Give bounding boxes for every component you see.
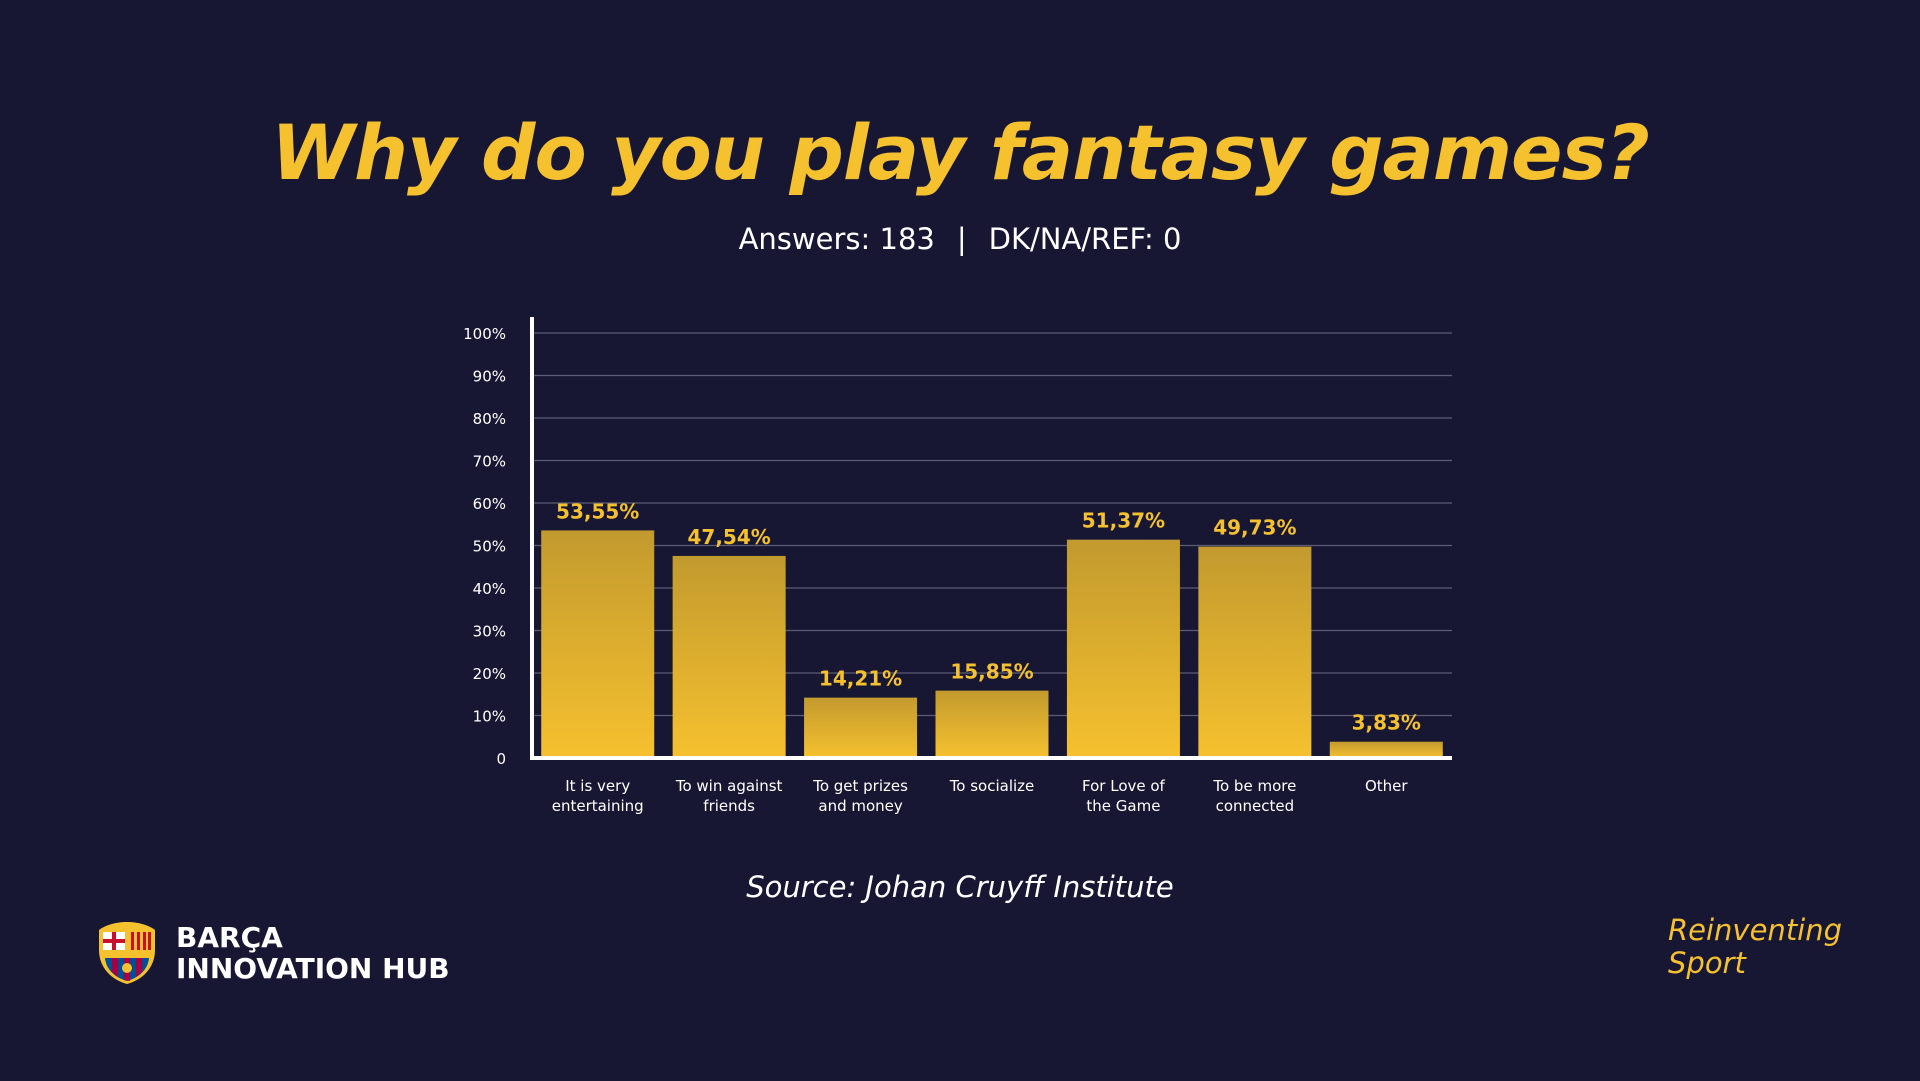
fcb-crest-icon	[99, 922, 155, 984]
data-label: 14,21%	[819, 667, 902, 691]
x-tick-label: friends	[703, 797, 755, 815]
bar	[672, 555, 786, 758]
brand-line-1: BARÇA	[176, 921, 283, 954]
bar	[1329, 741, 1443, 758]
source-note: Source: Johan Cruyff Institute	[746, 870, 1174, 904]
y-tick-label: 70%	[473, 453, 506, 471]
y-tick-label: 40%	[473, 580, 506, 598]
dk-na-ref-count: DK/NA/REF: 0	[988, 222, 1182, 256]
x-tick-label: To be more	[1212, 777, 1296, 795]
x-tick-label: Other	[1365, 777, 1408, 795]
page-title: Why do you play fantasy games?	[271, 108, 1650, 197]
axes	[530, 317, 1452, 760]
y-tick-label: 20%	[473, 665, 506, 683]
bar	[804, 697, 918, 758]
data-label: 47,54%	[687, 525, 770, 549]
bars	[541, 530, 1443, 758]
tagline-line-1: Reinventing	[1668, 913, 1843, 947]
y-tick-label: 0	[496, 750, 506, 768]
subtitle-separator: |	[956, 222, 967, 256]
grid-lines	[532, 332, 1452, 717]
data-label: 49,73%	[1213, 516, 1296, 540]
subtitle: Answers: 183 | DK/NA/REF: 0	[0, 222, 1920, 256]
bar	[1198, 546, 1312, 758]
x-tick-label: To win against	[675, 777, 783, 795]
x-tick-label: and money	[818, 797, 903, 815]
data-label: 3,83%	[1352, 711, 1421, 735]
data-label: 15,85%	[950, 660, 1033, 684]
x-tick-label: entertaining	[552, 797, 644, 815]
labels: 0 10% 20% 30% 40% 50% 60% 70% 80% 90% 100% 53,55% It…	[463, 325, 1421, 815]
bar	[935, 690, 1049, 758]
brand-name: BARÇA INNOVATION HUB	[176, 922, 450, 984]
answers-count: Answers: 183	[738, 222, 935, 256]
y-tick-label: 30%	[473, 623, 506, 641]
y-tick-label: 100%	[463, 325, 506, 343]
x-tick-label: To socialize	[949, 777, 1035, 795]
x-tick-label: connected	[1216, 797, 1295, 815]
y-tick-label: 80%	[473, 410, 506, 428]
data-label: 53,55%	[556, 499, 639, 523]
y-tick-label: 60%	[473, 495, 506, 513]
tagline: Reinventing Sport	[1668, 914, 1842, 980]
y-tick-label: 90%	[473, 368, 506, 386]
x-tick-label: the Game	[1086, 797, 1160, 815]
brand-logo: BARÇA INNOVATION HUB	[96, 920, 450, 986]
x-tick-label: For Love of	[1082, 777, 1166, 795]
bar	[1066, 539, 1180, 758]
y-tick-label: 10%	[473, 708, 506, 726]
bar	[541, 530, 655, 758]
data-label: 51,37%	[1082, 509, 1165, 533]
tagline-line-2: Sport	[1668, 946, 1746, 980]
y-tick-label: 50%	[473, 538, 506, 556]
x-tick-label: To get prizes	[812, 777, 908, 795]
brand-line-2: INNOVATION HUB	[176, 952, 450, 985]
x-tick-label: It is very	[565, 777, 630, 795]
